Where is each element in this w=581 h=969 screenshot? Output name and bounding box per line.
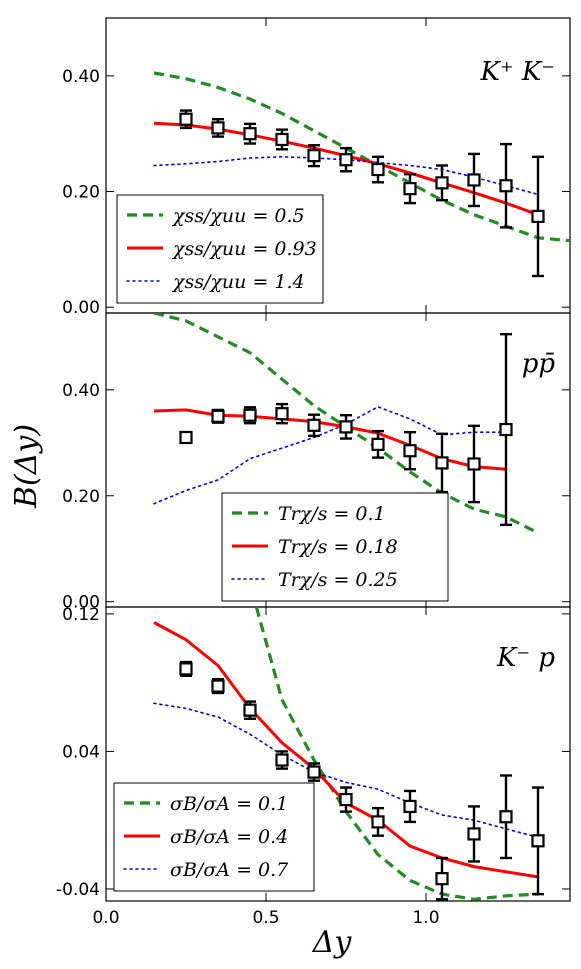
legend-entry: σB/σA = 0.7 — [170, 859, 289, 881]
plot-frame — [105, 606, 571, 902]
data-point — [403, 182, 417, 196]
x-tick-label: 1.0 — [412, 908, 439, 928]
series-line-dashed — [153, 71, 570, 243]
data-point — [243, 127, 257, 141]
data-point — [339, 153, 353, 167]
y-tick-label: 0.00 — [62, 298, 100, 318]
data-point — [499, 422, 513, 437]
panel-label: K⁺ K⁻ — [479, 57, 555, 87]
data-point — [371, 437, 385, 451]
legend-entry: χss/χuu = 0.5 — [171, 205, 305, 227]
legend-entry: Trχ/s = 0.25 — [278, 569, 398, 591]
legend-entry: σB/σA = 0.4 — [170, 826, 288, 848]
data-point — [499, 810, 513, 824]
data-point — [275, 132, 289, 147]
y-tick-label: -0.04 — [56, 880, 100, 900]
legend-entry: Trχ/s = 0.18 — [278, 536, 398, 558]
data-point — [275, 407, 289, 421]
data-point — [275, 753, 289, 767]
data-point — [435, 872, 449, 886]
data-point — [467, 457, 481, 471]
y-tick-label: 0.40 — [62, 67, 100, 87]
y-tick-label: 0.00 — [62, 593, 100, 613]
y-tick-label: 0.40 — [62, 381, 100, 401]
panel-p-pbar: 0.00 0.20 0.40 pp̄ Trχ/s = 0.1 Trχ/s = 0.18 Tr… — [62, 312, 571, 613]
x-tick-label: 0.5 — [252, 908, 279, 928]
legend-entry: Trχ/s = 0.1 — [278, 503, 386, 525]
panel-label: pp̄ — [522, 349, 556, 379]
data-point — [339, 420, 353, 434]
data-point — [211, 409, 225, 423]
data-point — [531, 834, 545, 848]
data-point — [307, 765, 321, 779]
panel-label: K⁻ p — [496, 643, 555, 673]
y-tick-label: 0.20 — [62, 487, 100, 507]
data-point — [403, 799, 417, 814]
y-tick-label: 0.20 — [62, 183, 100, 203]
y-axis-title: B(Δy) — [9, 424, 44, 509]
data-point — [211, 679, 225, 693]
data-point — [243, 408, 257, 422]
data-point — [339, 792, 353, 807]
data-point — [371, 162, 385, 177]
data-point — [435, 456, 449, 470]
data-point — [179, 112, 193, 126]
x-axis-title: Δy — [312, 925, 353, 960]
y-tick-label: 0.04 — [62, 742, 100, 762]
legend-entry: χss/χuu = 0.93 — [171, 238, 317, 260]
data-point — [467, 173, 481, 187]
panel-kminus-p: -0.04 0.04 0.12 0.0 0.5 1.0 K⁻ p σB/σA = 0.1 σB/… — [56, 605, 571, 928]
data-point — [467, 827, 481, 841]
data-point — [499, 179, 513, 193]
data-point — [435, 176, 449, 190]
data-point — [179, 662, 193, 676]
data-point — [307, 149, 321, 163]
panel-kplus-kminus: 0.00 0.20 0.40 K⁺ K⁻ χss/χuu = 0.5 χss/χuu = … — [62, 17, 571, 318]
series-line-dotted — [153, 405, 507, 505]
data-point — [243, 703, 257, 717]
series-line-solid — [153, 408, 507, 471]
data-point — [531, 209, 545, 224]
legend-entry: σB/σA = 0.1 — [170, 793, 288, 815]
data-point — [179, 430, 193, 445]
legend-entry: χss/χuu = 1.4 — [171, 271, 305, 293]
data-point — [307, 418, 321, 432]
y-tick-label: 0.12 — [62, 605, 100, 625]
series-line-dashed — [254, 607, 539, 901]
x-tick-label: 0.0 — [92, 908, 119, 928]
data-point — [403, 444, 417, 458]
data-point — [211, 121, 225, 135]
data-point — [371, 815, 385, 829]
